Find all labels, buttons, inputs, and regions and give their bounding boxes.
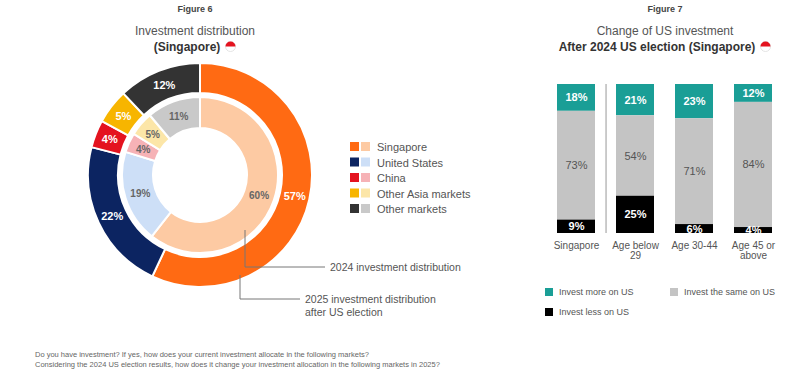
html-text:Investment distribution: Investment distribution [135, 24, 255, 38]
svg-text:Singapore: Singapore [554, 240, 600, 251]
svg-text:11%: 11% [169, 111, 189, 122]
svg-text:5%: 5% [115, 110, 131, 122]
svg-text:4%: 4% [102, 133, 118, 145]
svg-text:23%: 23% [683, 95, 705, 107]
html-text:After 2024 US election (Singap: After 2024 US election (Singapore) [558, 40, 756, 54]
html-text:Invest more on US: Invest more on US [559, 287, 634, 297]
svg-text:2025 investment distributionaf: 2025 investment distributionafter US ele… [305, 293, 436, 318]
svg-text:Other markets: Other markets [377, 203, 447, 215]
svg-text:19%: 19% [130, 188, 150, 199]
svg-text:12%: 12% [742, 87, 764, 99]
svg-text:5%: 5% [146, 129, 161, 140]
svg-text:21%: 21% [624, 94, 646, 106]
html-text:Change of US investment: Change of US investment [596, 24, 734, 38]
html-text:Figure 6: Figure 6 [177, 4, 213, 14]
svg-text:57%: 57% [284, 190, 306, 202]
svg-text:12%: 12% [153, 79, 175, 91]
html-text:Figure 7: Figure 7 [647, 4, 683, 14]
svg-text:China: China [377, 172, 407, 184]
svg-text:Age 45 orabove: Age 45 orabove [732, 240, 776, 261]
svg-text:Singapore: Singapore [377, 141, 427, 153]
svg-text:4%: 4% [746, 224, 762, 236]
svg-text:6%: 6% [687, 223, 703, 235]
html-text:(Singapore): (Singapore) [153, 40, 221, 54]
html-text:Do you have investment? If yes: Do you have investment? If yes, how does… [35, 350, 369, 359]
svg-text:4%: 4% [136, 144, 151, 155]
svg-text:22%: 22% [101, 210, 123, 222]
svg-text:Other Asia markets: Other Asia markets [377, 188, 471, 200]
svg-text:54%: 54% [624, 150, 646, 162]
html-text:Considering the 2024 US electi: Considering the 2024 US election results… [35, 360, 440, 369]
svg-text:18%: 18% [565, 91, 587, 103]
svg-text:84%: 84% [742, 158, 764, 170]
svg-text:Age 30-44: Age 30-44 [671, 240, 718, 251]
svg-text:2024 investment distribution: 2024 investment distribution [330, 261, 461, 273]
svg-text:60%: 60% [249, 190, 269, 201]
svg-text:73%: 73% [565, 159, 587, 171]
svg-text:71%: 71% [683, 165, 705, 177]
svg-text:9%: 9% [569, 220, 585, 232]
svg-text:Age below29: Age below29 [612, 240, 659, 261]
svg-text:United States: United States [377, 157, 444, 169]
html-text:Invest less on US: Invest less on US [559, 307, 629, 317]
html-text:Invest the same on US: Invest the same on US [684, 287, 775, 297]
svg-text:25%: 25% [624, 208, 646, 220]
